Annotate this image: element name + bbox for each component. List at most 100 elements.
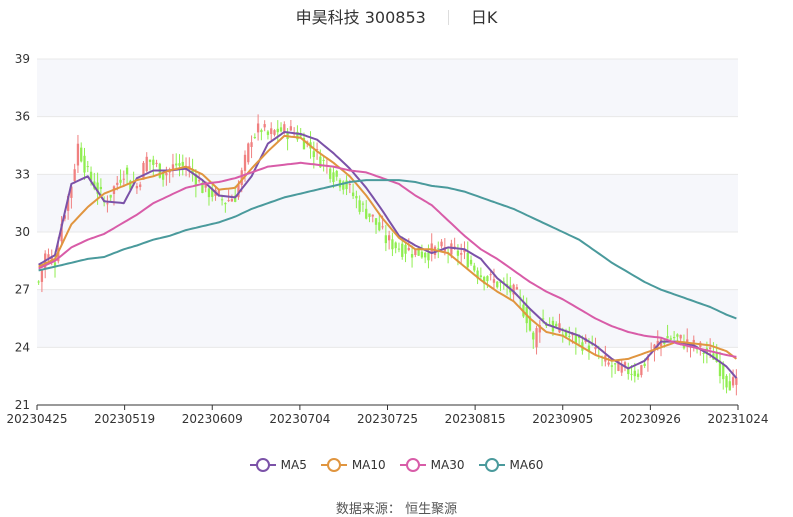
legend-ma10-icon	[320, 458, 347, 472]
candle-body	[237, 184, 240, 198]
candle-body	[440, 241, 443, 247]
candle-body	[725, 375, 728, 388]
chart-title: 申昊科技 300853 日K	[0, 4, 793, 28]
candle-body	[106, 203, 109, 205]
x-tick-label: 20230704	[269, 412, 330, 426]
candle-body	[315, 149, 319, 151]
candle-body	[453, 246, 456, 248]
candle-body	[279, 127, 283, 132]
legend-ma5-icon	[249, 458, 276, 472]
candle-body	[515, 287, 519, 290]
candle-body	[535, 328, 538, 348]
candle-body	[83, 155, 86, 173]
legend-item-ma5[interactable]: MA5	[249, 458, 307, 472]
candle-body	[371, 214, 374, 217]
x-tick-label: 20230609	[182, 412, 243, 426]
candle-body	[329, 168, 332, 179]
grid-band	[37, 59, 738, 117]
y-tick-label: 27	[15, 283, 30, 297]
candle-body	[240, 170, 243, 185]
candle-body	[60, 223, 63, 242]
x-tick-label: 20230926	[620, 412, 681, 426]
candle-body	[122, 178, 125, 180]
candle-body	[709, 347, 712, 350]
candle-body	[610, 365, 614, 367]
candle-body	[617, 360, 620, 371]
candle-body	[198, 180, 201, 182]
candle-body	[633, 370, 636, 377]
candle-body	[496, 281, 499, 288]
candle-body	[234, 195, 237, 202]
candle-body	[243, 154, 247, 171]
candle-body	[672, 337, 676, 339]
candle-body	[227, 200, 230, 202]
moving-average-lines	[38, 131, 738, 379]
candle-body	[374, 218, 378, 225]
candle-body	[702, 352, 705, 354]
legend-item-ma10[interactable]: MA10	[320, 458, 386, 472]
candle-body	[342, 181, 345, 190]
period-label: 日K	[470, 8, 498, 27]
candle-body	[142, 162, 145, 180]
candle-body	[273, 130, 276, 135]
candle-body	[165, 172, 168, 176]
candle-body	[155, 162, 158, 164]
candle-body	[368, 213, 371, 217]
candle-body	[53, 262, 57, 267]
candlesticks	[37, 114, 738, 396]
candle-body	[466, 252, 469, 268]
legend-item-ma30[interactable]: MA30	[399, 458, 465, 472]
candle-body	[482, 276, 486, 284]
y-tick-label: 36	[15, 110, 30, 124]
x-axis: 20230425 20230519 20230609 20230704 20230725…	[6, 404, 769, 426]
candle-body	[194, 174, 198, 186]
candle-body	[191, 168, 194, 174]
candle-body	[473, 265, 476, 271]
candle-body	[460, 253, 463, 255]
candle-body	[109, 194, 112, 198]
candle-body	[148, 159, 152, 162]
candle-body	[414, 249, 417, 256]
candle-body	[135, 185, 139, 189]
plot-background-bands	[37, 59, 738, 348]
x-tick-label: 20231024	[707, 412, 768, 426]
legend-ma60-label: MA60	[509, 458, 544, 472]
candle-body	[125, 167, 129, 175]
legend-ma5-label: MA5	[280, 458, 307, 472]
candle-body	[407, 247, 410, 251]
y-tick-label: 39	[15, 52, 30, 66]
candle-body	[145, 156, 148, 172]
candle-body	[620, 364, 623, 373]
candle-body	[686, 339, 689, 343]
candle-body	[630, 373, 633, 375]
candle-body	[96, 182, 99, 194]
candle-body	[260, 130, 263, 133]
candle-body	[577, 336, 581, 339]
legend-item-ma60[interactable]: MA60	[478, 458, 544, 472]
x-tick-label: 20230425	[6, 412, 67, 426]
candle-body	[646, 357, 650, 361]
candle-body	[450, 243, 453, 255]
candle-body	[538, 325, 541, 333]
candle-body	[247, 143, 250, 163]
candle-body	[89, 171, 93, 181]
candle-body	[469, 259, 473, 265]
y-axis: 21 24 27 30 33 36 39	[15, 52, 30, 412]
candle-body	[397, 248, 401, 250]
candle-body	[607, 362, 610, 365]
candle-body	[358, 200, 361, 212]
candle-body	[676, 334, 679, 337]
candle-body	[489, 274, 492, 276]
candle-body	[656, 340, 659, 347]
candle-body	[502, 281, 505, 283]
candle-body	[211, 188, 214, 197]
candle-body	[220, 199, 224, 201]
candle-body	[171, 164, 175, 170]
legend: MA5 MA10 MA30 MA60	[0, 458, 793, 472]
candle-body	[476, 270, 479, 279]
candle-body	[47, 254, 50, 259]
candle-body	[312, 151, 315, 158]
candle-body	[558, 323, 561, 333]
candle-body	[270, 128, 273, 135]
